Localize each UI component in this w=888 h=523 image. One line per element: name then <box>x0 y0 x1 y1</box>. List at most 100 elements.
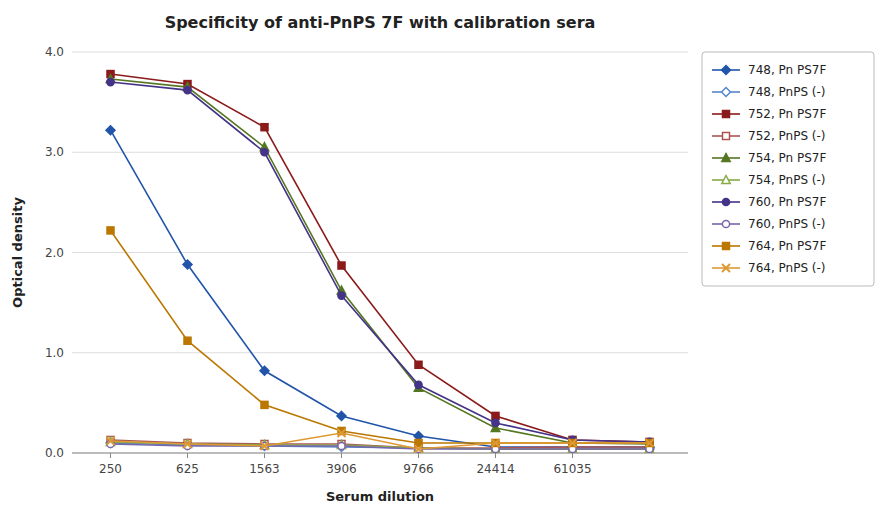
series-line <box>111 230 650 443</box>
legend-marker <box>722 198 729 205</box>
marker-stroke <box>184 440 192 448</box>
point <box>260 366 269 375</box>
x-tick <box>495 453 496 458</box>
point <box>261 149 268 156</box>
series-line <box>111 79 650 444</box>
point <box>107 78 114 85</box>
point <box>646 439 654 447</box>
x-tick <box>110 453 111 458</box>
x-tick-label: 1563 <box>249 462 280 476</box>
marker-stroke <box>569 439 577 447</box>
y-axis-label: Optical density <box>10 197 25 308</box>
point <box>106 126 115 135</box>
x-tick <box>187 453 188 458</box>
point <box>261 124 268 131</box>
point <box>569 439 577 447</box>
x-tick-label: 24414 <box>476 462 514 476</box>
x-tick-label: 9766 <box>403 462 434 476</box>
legend-marker <box>723 243 730 250</box>
grid-line <box>72 453 688 454</box>
legend-label: 748, PnPS (-) <box>748 85 826 99</box>
y-tick-label: 2.0 <box>45 246 64 260</box>
marker-stroke <box>492 439 500 447</box>
legend-label: 752, Pn PS7F <box>748 107 826 121</box>
x-tick <box>572 453 573 458</box>
legend-marker <box>722 66 731 75</box>
grid-line <box>72 352 688 353</box>
legend-frame <box>702 52 874 286</box>
legend-marker <box>722 154 730 162</box>
marker-stroke <box>184 440 192 448</box>
legend-label: 760, PnPS (-) <box>748 217 826 231</box>
x-tick-label: 250 <box>99 462 122 476</box>
y-tick-label: 0.0 <box>45 446 64 460</box>
x-tick-label: 3906 <box>326 462 357 476</box>
title: Specificity of anti-PnPS 7F with calibra… <box>165 13 596 32</box>
point <box>415 361 422 368</box>
legend-marker <box>722 220 729 227</box>
legend-label: 748, Pn PS7F <box>748 63 826 77</box>
point <box>338 292 345 299</box>
x-axis-line <box>72 453 688 454</box>
series-line <box>111 74 650 442</box>
point <box>107 227 114 234</box>
marker-stroke <box>107 437 115 445</box>
legend-label: 752, PnPS (-) <box>748 129 826 143</box>
legend-marker <box>723 133 730 140</box>
x-tick-label: 61035 <box>553 462 591 476</box>
chart: Specificity of anti-PnPS 7F with calibra… <box>0 0 888 523</box>
legend-marker <box>722 88 731 97</box>
point <box>337 411 346 420</box>
point <box>338 442 345 449</box>
x-axis: 250 625 1563 3906 9766 24414 61035 <box>72 453 688 476</box>
marker-stroke <box>492 439 500 447</box>
marker-stroke <box>338 429 346 437</box>
point <box>107 437 115 445</box>
x-tick <box>418 453 419 458</box>
x-axis-label: Serum dilution <box>326 489 434 504</box>
point <box>492 439 500 447</box>
legend-label: 754, PnPS (-) <box>748 173 826 187</box>
legend-label: 754, Pn PS7F <box>748 151 826 165</box>
point <box>338 429 346 437</box>
marker-stroke <box>569 439 577 447</box>
grid-line <box>72 252 688 253</box>
point <box>183 260 192 269</box>
series-line <box>111 82 650 442</box>
legend-marker <box>723 111 730 118</box>
plot-area <box>106 71 654 453</box>
point <box>261 442 269 450</box>
x-tick <box>264 453 265 458</box>
legend: 748, Pn PS7F 748, PnPS (-) 752, Pn PS7F 752… <box>702 52 874 286</box>
y-tick-label: 1.0 <box>45 346 64 360</box>
point <box>261 401 268 408</box>
marker-stroke <box>646 439 654 447</box>
x-tick <box>341 453 342 458</box>
grid-line <box>72 152 688 153</box>
point <box>492 419 499 426</box>
marker-stroke <box>415 445 423 453</box>
marker-stroke <box>338 429 346 437</box>
marker-stroke <box>722 264 730 272</box>
point <box>184 86 191 93</box>
point <box>184 440 192 448</box>
legend-label: 764, PnPS (-) <box>748 261 826 275</box>
point <box>492 412 499 419</box>
point <box>184 337 191 344</box>
legend-marker <box>722 176 730 184</box>
marker-stroke <box>646 439 654 447</box>
y-tick-label: 4.0 <box>45 45 64 59</box>
series-line <box>111 130 650 447</box>
y-tick-label: 3.0 <box>45 145 64 159</box>
point <box>415 381 422 388</box>
legend-marker <box>722 264 730 272</box>
x-tick-label: 625 <box>176 462 199 476</box>
marker-stroke <box>722 264 730 272</box>
point <box>415 445 423 453</box>
point <box>183 440 192 449</box>
y-axis: 0.0 1.0 2.0 3.0 4.0 <box>45 45 688 460</box>
marker-stroke <box>415 445 423 453</box>
marker-stroke <box>107 437 115 445</box>
series-line <box>111 433 650 449</box>
background <box>0 0 888 523</box>
